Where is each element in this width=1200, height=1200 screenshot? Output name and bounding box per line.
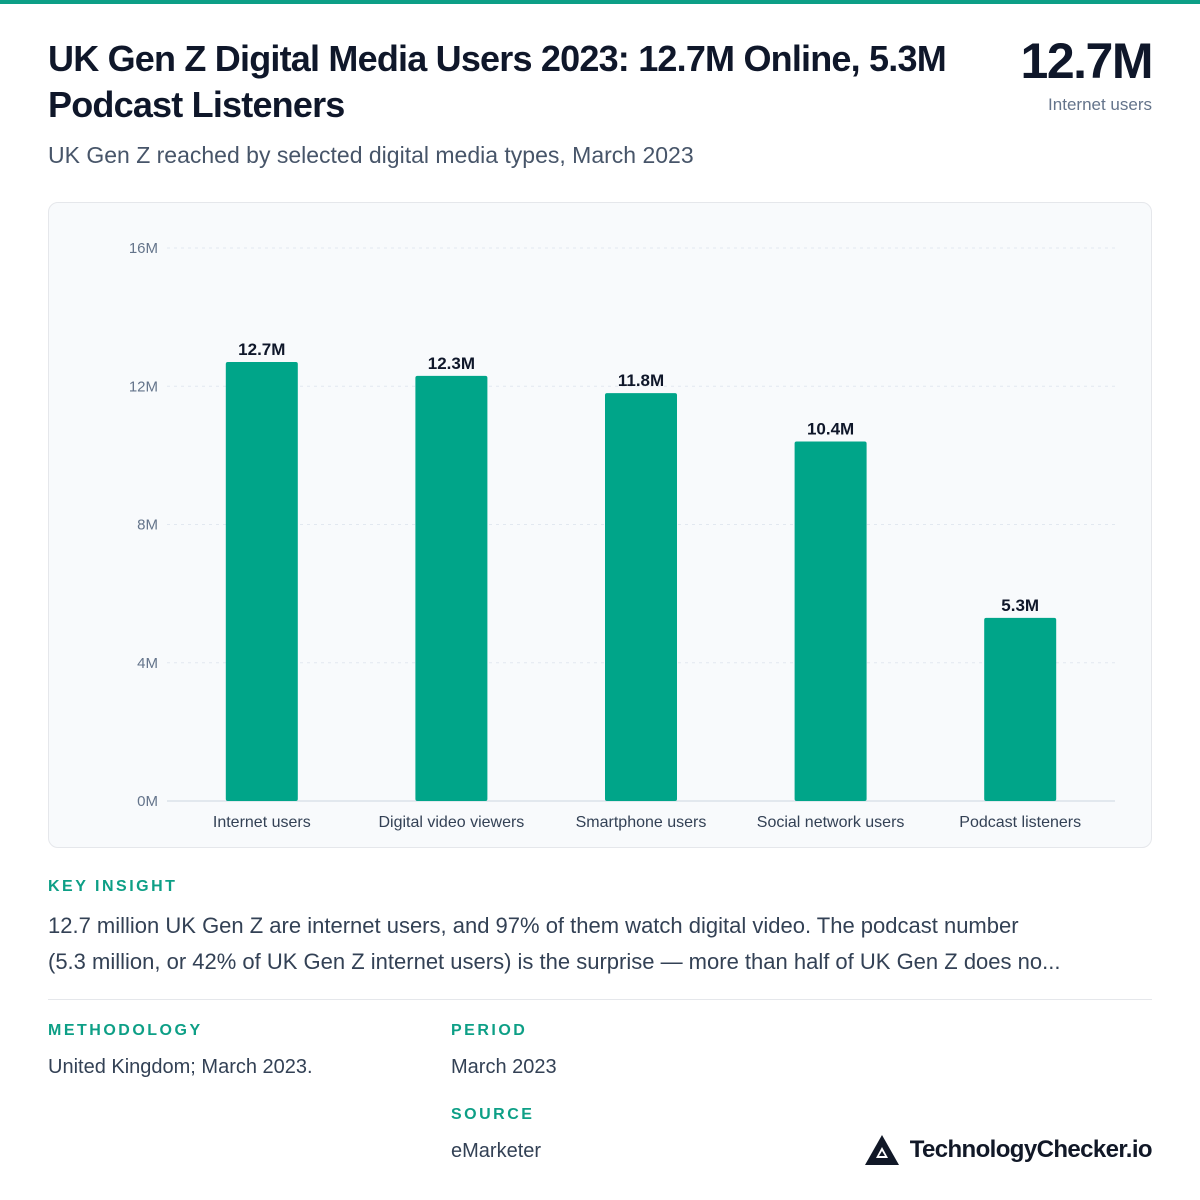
chart-card: 0M 4M 8M 12M 16M 12.7M Internet users 12.3M Digi… <box>48 202 1152 848</box>
bar <box>984 617 1057 801</box>
bar <box>415 375 488 801</box>
bar-chart: 0M 4M 8M 12M 16M 12.7M Internet users 12.3M Digi… <box>129 240 1115 831</box>
x-tick-label: Social network users <box>757 814 905 831</box>
y-tick-label: 0M <box>137 793 158 810</box>
top-accent-bar <box>0 0 1200 4</box>
x-tick-label: Digital video viewers <box>378 814 524 831</box>
bar-value-label: 10.4M <box>807 420 854 439</box>
kpi-label: Internet users <box>1048 95 1152 114</box>
bar-value-label: 11.8M <box>618 371 664 390</box>
bar-value-label: 12.7M <box>238 340 285 359</box>
y-tick-label: 12M <box>129 378 158 395</box>
x-tick-label: Smartphone users <box>576 814 707 831</box>
period-label: PERIOD <box>451 1022 528 1039</box>
triangle-logo-icon <box>864 1135 899 1165</box>
y-tick-label: 8M <box>137 517 158 534</box>
x-tick-label: Podcast listeners <box>959 814 1081 831</box>
x-tick-label: Internet users <box>213 814 311 831</box>
bar-value-label: 12.3M <box>428 354 475 373</box>
source-label: SOURCE <box>451 1106 535 1123</box>
methodology-text: United Kingdom; March 2023. <box>48 1056 313 1078</box>
key-insight-text: 12.7 million UK Gen Z are internet users… <box>48 908 1152 980</box>
bar <box>794 441 867 801</box>
y-tick-label: 4M <box>137 655 158 672</box>
methodology-label: METHODOLOGY <box>48 1022 203 1039</box>
key-insight-label: KEY INSIGHT <box>48 878 178 895</box>
key-insight-line: 12.7 million UK Gen Z are internet users… <box>48 913 1019 938</box>
page-title: UK Gen Z Digital Media Users 2023: 12.7M… <box>48 38 947 125</box>
bar-value-label: 5.3M <box>1001 596 1039 615</box>
brand-name: TechnologyChecker.io <box>909 1136 1153 1163</box>
page-subtitle: UK Gen Z reached by selected digital med… <box>48 142 694 168</box>
source-text: eMarketer <box>451 1140 542 1162</box>
bar <box>605 393 677 801</box>
kpi-value: 12.7M <box>1020 33 1154 89</box>
section-divider <box>48 999 1152 1000</box>
period-text: March 2023 <box>451 1056 557 1078</box>
brand-logo: TechnologyChecker.io <box>864 1134 1153 1166</box>
y-tick-label: 16M <box>129 240 158 257</box>
bar <box>225 362 298 801</box>
key-insight-line: (5.3 million, or 42% of UK Gen Z interne… <box>48 949 1061 974</box>
